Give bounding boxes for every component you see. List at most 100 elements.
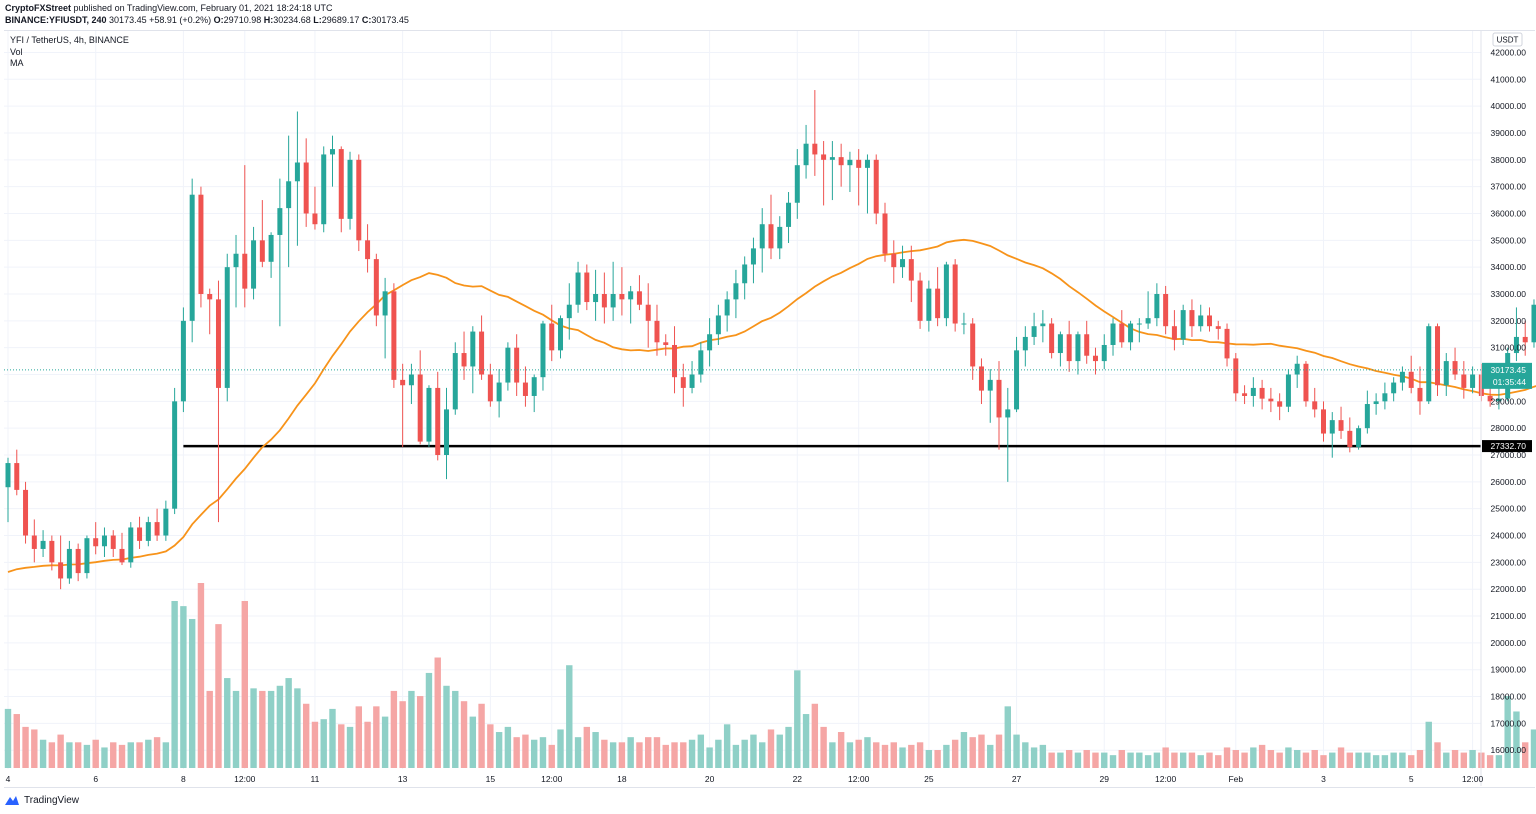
volume-bar (1293, 750, 1301, 768)
candle (382, 277, 388, 359)
candle-body (803, 143, 809, 166)
candle (321, 146, 327, 233)
volume-bar (162, 742, 170, 768)
candle (58, 535, 64, 590)
time-axis: 4 6 8 12:00 11 13 15 12:00 18 20 22 12:00 25 27 29 12:0… (6, 774, 1484, 784)
candle (777, 216, 783, 260)
candle-body (1443, 361, 1449, 386)
candle (233, 234, 239, 308)
volume-bar (881, 744, 889, 768)
volume-bar (767, 729, 775, 768)
candle (338, 146, 344, 233)
candle (821, 141, 827, 206)
last-price: 30173.45 (109, 15, 147, 25)
candle (1031, 312, 1037, 345)
legend-vol[interactable]: Vol (10, 46, 23, 57)
price-tick-label: 37000.00 (1491, 182, 1527, 192)
candle-body (180, 320, 186, 402)
candle-body (286, 181, 292, 209)
candle-body (777, 226, 783, 249)
candle-body (829, 157, 835, 160)
volume-bar (1048, 752, 1055, 768)
price-tick-label: 19000.00 (1491, 665, 1527, 675)
candle-body (49, 540, 55, 563)
time-tick-label: 11 (311, 774, 320, 784)
candle-body (593, 293, 599, 303)
candle-body (84, 538, 90, 574)
candle (978, 358, 984, 405)
volume-bar (846, 742, 854, 768)
candle-body (31, 535, 37, 549)
candle (1452, 347, 1458, 380)
candle (294, 111, 300, 246)
candle-body (479, 331, 485, 375)
candle (742, 256, 748, 300)
price-tick-label: 36000.00 (1491, 208, 1527, 218)
volume-bar (802, 714, 810, 768)
candle-body (487, 374, 493, 402)
tradingview-logo[interactable]: TradingView (4, 794, 79, 806)
price-tick-label: 23000.00 (1491, 557, 1527, 567)
legend-ma[interactable]: MA (10, 58, 24, 68)
candle (31, 519, 37, 563)
candle (1136, 318, 1142, 343)
volume-bar (1495, 755, 1503, 768)
volume-bar (785, 726, 792, 768)
candle (786, 192, 792, 244)
candle-body (584, 272, 590, 303)
candle-body (172, 401, 178, 509)
chart-frame[interactable] (4, 30, 1535, 788)
candle (908, 245, 914, 303)
candle-body (382, 291, 388, 316)
candle-body (619, 293, 625, 300)
candle (496, 369, 502, 418)
price-tick-label: 27000.00 (1491, 450, 1527, 460)
volume-bar (1004, 706, 1011, 768)
candle (1321, 401, 1326, 442)
candle (514, 334, 520, 396)
candle-body (768, 224, 774, 249)
volume-bar (487, 724, 494, 768)
candle-body (838, 157, 844, 166)
volume-bar (1030, 747, 1038, 768)
volume-bar (723, 724, 731, 768)
volume-bar (215, 624, 222, 768)
candle-body (733, 283, 739, 300)
candle (1417, 366, 1423, 415)
candle (487, 363, 493, 407)
candle (365, 224, 371, 273)
volume-bar (145, 739, 152, 768)
candle-body (1250, 387, 1256, 396)
volume-bar (1285, 747, 1292, 768)
price-tick-label: 21000.00 (1491, 611, 1527, 621)
volume-bar (452, 690, 459, 768)
volume-bar (1013, 734, 1020, 768)
volume-bar (1530, 729, 1536, 768)
time-tick-label: 12:00 (234, 774, 256, 784)
publisher-name[interactable]: CryptoFXStreet (5, 3, 72, 13)
candle (1040, 310, 1046, 343)
volume-bar (1408, 755, 1415, 768)
candle (1084, 320, 1090, 364)
candle-body (303, 162, 309, 214)
candle-body (1277, 401, 1283, 407)
volume-bar (531, 739, 538, 768)
candle (286, 135, 292, 268)
volume-bar (416, 696, 424, 768)
volume-bar (627, 737, 634, 768)
candle (1408, 355, 1414, 394)
volume-bar (66, 742, 73, 768)
candle-body (1110, 323, 1116, 345)
volume-bar (101, 747, 108, 768)
candle (1443, 353, 1449, 396)
volume-bar (495, 732, 503, 768)
candle (540, 320, 546, 391)
candle (1057, 331, 1063, 367)
close-label: C: (361, 15, 372, 25)
volume-bar (960, 732, 968, 768)
volume-bar (916, 742, 924, 768)
candle-body (1435, 326, 1441, 386)
volume-bar (732, 744, 740, 768)
volume-bar (153, 737, 161, 768)
